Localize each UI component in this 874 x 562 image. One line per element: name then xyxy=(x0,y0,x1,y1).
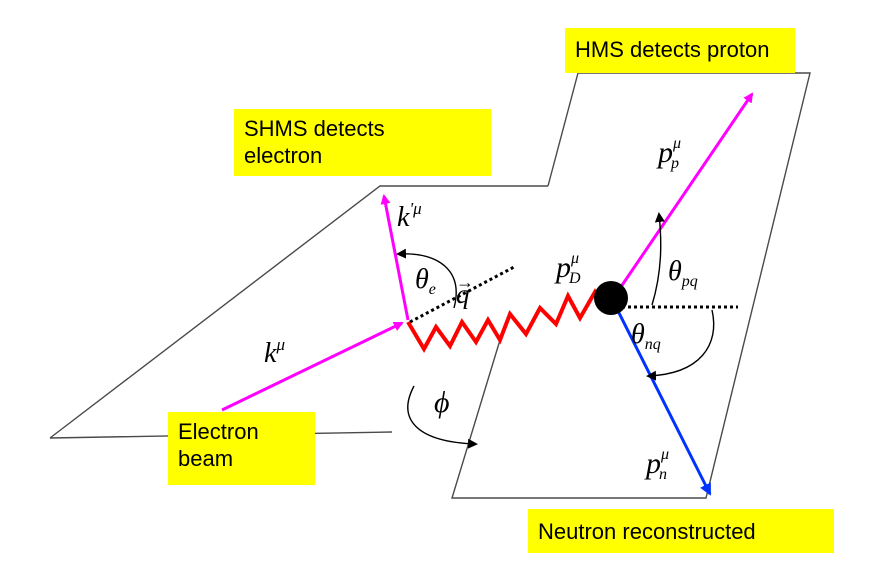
pn-label: pμ n xyxy=(644,446,669,483)
theta-pq-arc xyxy=(651,212,665,306)
incoming-electron-arrow xyxy=(221,321,404,412)
electron-beam-label-box: Electron beam xyxy=(168,412,315,485)
pp-label: pμ p xyxy=(656,135,681,172)
beam-label-line2: beam xyxy=(178,446,234,471)
q-direction-dotted-line xyxy=(409,264,517,324)
shms-label-box: SHMS detects electron xyxy=(234,109,491,176)
theta-nq-arc xyxy=(646,309,715,381)
neutron-label: Neutron reconstructed xyxy=(538,519,756,544)
k-label: kμ xyxy=(264,335,285,369)
scattered-electron-arrow xyxy=(380,194,410,321)
theta-e-arc xyxy=(396,248,457,309)
beam-label-line1: Electron xyxy=(178,419,259,444)
neutron-label-box: Neutron reconstructed xyxy=(528,509,834,553)
theta-pq-label: θpq xyxy=(668,256,698,290)
virtual-photon-zigzag xyxy=(406,288,606,354)
phi-arc xyxy=(407,385,478,449)
hms-label: HMS detects proton xyxy=(575,37,770,62)
shms-label-line2: electron xyxy=(244,143,323,168)
k-prime-label: k'μ xyxy=(397,199,422,233)
q-vector-arrow: → xyxy=(456,272,474,292)
proton-arrow xyxy=(610,92,754,301)
reaction-plane xyxy=(451,72,811,499)
neutron-arrow xyxy=(612,302,712,496)
theta-e-label: θe xyxy=(415,264,436,298)
reaction-plane-left-edge xyxy=(547,72,579,187)
deuteron-vertex xyxy=(594,281,628,315)
hms-label-box: HMS detects proton xyxy=(565,28,795,73)
phi-label: ϕ xyxy=(434,386,450,419)
theta-nq-label: θnq xyxy=(631,319,661,353)
pD-label: pμ D xyxy=(554,250,581,287)
shms-label-line1: SHMS detects xyxy=(244,116,385,141)
scattering-plane xyxy=(49,185,548,439)
q-label: q xyxy=(456,279,470,309)
